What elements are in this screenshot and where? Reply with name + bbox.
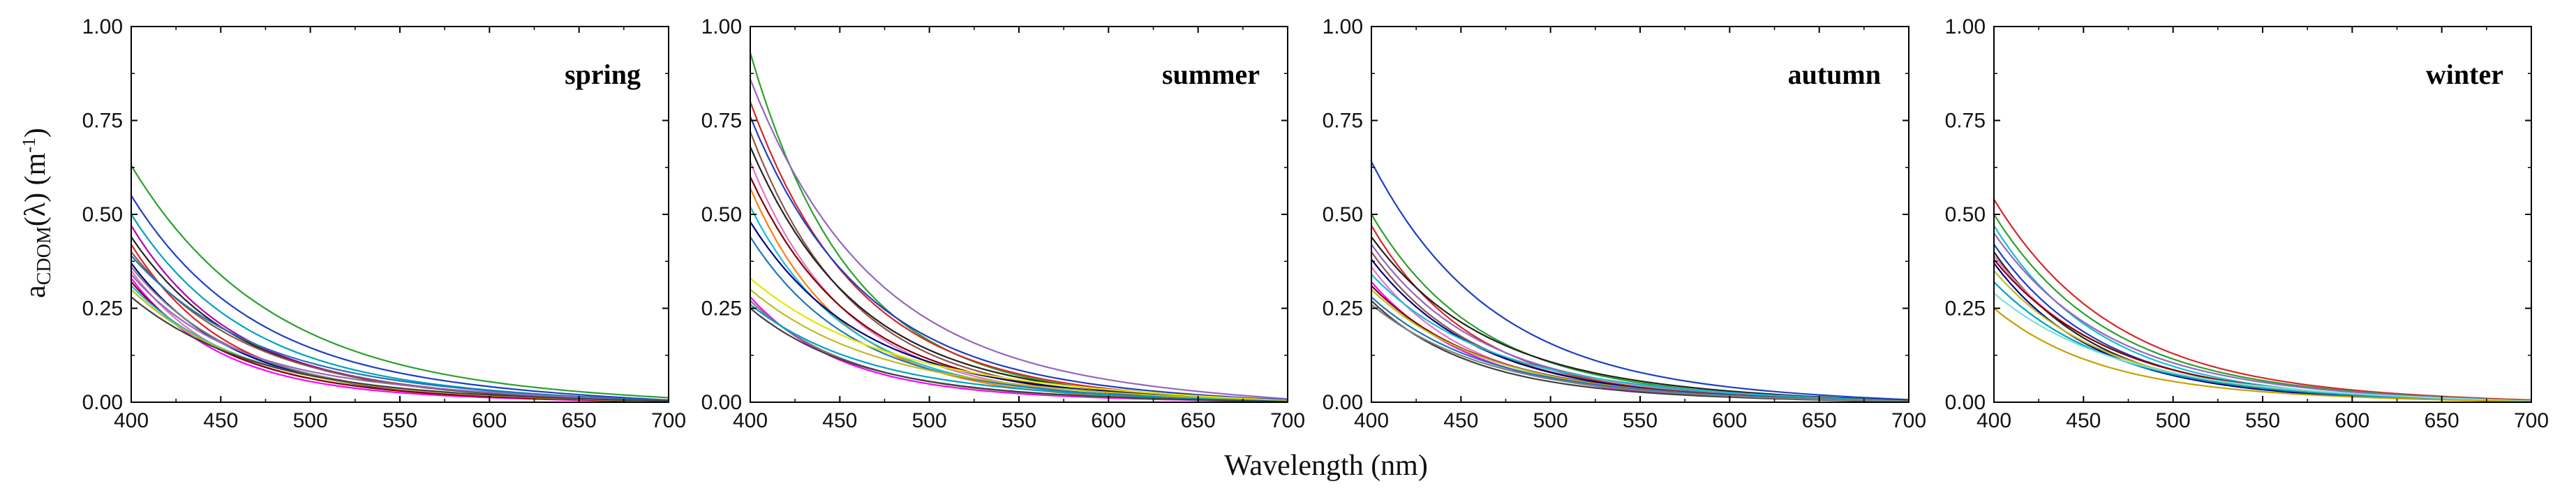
y-tick-label: 0.50 xyxy=(1945,203,1986,226)
y-tick-label: 0.75 xyxy=(1323,110,1363,133)
x-tick-label: 400 xyxy=(1976,409,2011,432)
y-tick-label: 0.25 xyxy=(82,297,123,321)
panel-winter: 0.00 0.25 0.50 0.75 1.00 400 450 500 550 600 650 70… xyxy=(1945,15,2549,432)
x-tick-label: 550 xyxy=(1623,409,1658,432)
series-line-2 xyxy=(1994,214,2531,402)
series-line-3 xyxy=(1371,225,1909,402)
y-tick-label: 0.00 xyxy=(1945,391,1986,414)
y-axis-title: aCDOM(λ) (m-1) xyxy=(19,128,55,298)
x-tick-label: 700 xyxy=(651,409,686,432)
y-tick-label: 0.75 xyxy=(1945,110,1986,133)
x-tick-label: 600 xyxy=(472,409,507,432)
y-tick-label: 1.00 xyxy=(701,15,742,38)
y-tick-label: 0.00 xyxy=(1323,391,1363,414)
y-tick-label: 0.25 xyxy=(701,297,742,321)
x-tick-label: 500 xyxy=(293,409,328,432)
x-tick-label: 700 xyxy=(1270,409,1305,432)
y-tick-label: 0.50 xyxy=(1323,203,1363,226)
series-line-7 xyxy=(750,161,1288,402)
series-line-2 xyxy=(750,78,1288,400)
y-tick-label: 0.50 xyxy=(701,203,742,226)
x-tick-label: 500 xyxy=(1533,409,1568,432)
series-group xyxy=(1371,161,1909,402)
x-tick-label: 450 xyxy=(1443,409,1478,432)
series-line-11 xyxy=(1994,281,2531,402)
panel-summer: 0.00 0.25 0.50 0.75 1.00 400 450 500 550 600 650 70… xyxy=(701,15,1305,432)
series-line-4 xyxy=(750,116,1288,401)
x-tick-label: 400 xyxy=(733,409,768,432)
y-axis-title-sup: -1 xyxy=(19,138,39,153)
series-line-5 xyxy=(750,131,1288,402)
y-tick-label: 0.00 xyxy=(82,391,123,414)
series-line-2 xyxy=(131,195,669,402)
y-tick-label: 0.25 xyxy=(1945,297,1986,321)
series-line-1 xyxy=(1994,198,2531,401)
y-axis-title-main: a xyxy=(20,285,52,298)
series-line-1 xyxy=(131,165,669,399)
x-tick-label: 500 xyxy=(912,409,947,432)
x-tick-label: 400 xyxy=(114,409,149,432)
y-tick-label: 1.00 xyxy=(82,15,123,38)
series-line-6 xyxy=(1371,251,1909,402)
season-label-winter: winter xyxy=(2426,59,2503,90)
x-tick-label: 600 xyxy=(1091,409,1126,432)
x-axis-title: Wavelength (nm) xyxy=(1224,450,1428,482)
x-tick-label: 700 xyxy=(1891,409,1926,432)
season-label-summer: summer xyxy=(1162,59,1260,90)
x-tick-label: 450 xyxy=(822,409,857,432)
y-axis-title-close: ) xyxy=(20,128,52,138)
x-tick-label: 500 xyxy=(2156,409,2191,432)
x-tick-label: 450 xyxy=(2066,409,2101,432)
x-tick-label: 650 xyxy=(2425,409,2459,432)
series-line-10 xyxy=(750,206,1288,402)
panel-autumn: 0.00 0.25 0.50 0.75 1.00 400 450 500 550 600 650 70… xyxy=(1323,15,1926,432)
series-line-6 xyxy=(750,146,1288,402)
y-axis-title-rest: (λ) (m xyxy=(20,152,52,226)
series-line-4 xyxy=(131,225,669,402)
series-line-12 xyxy=(131,274,669,402)
x-tick-label: 600 xyxy=(1712,409,1747,432)
panel-spring: 0.00 0.25 0.50 0.75 1.00 400 450 500 550 600 650 70… xyxy=(82,15,686,432)
series-group xyxy=(750,52,1288,402)
series-line-5 xyxy=(131,236,669,402)
x-tick-label: 450 xyxy=(203,409,238,432)
y-tick-label: 0.50 xyxy=(82,203,123,226)
x-tick-label: 400 xyxy=(1354,409,1389,432)
x-tick-label: 550 xyxy=(1002,409,1036,432)
season-label-spring: spring xyxy=(565,59,641,90)
series-line-3 xyxy=(1994,225,2531,402)
series-line-14 xyxy=(750,288,1288,402)
x-tick-label: 600 xyxy=(2335,409,2369,432)
x-tick-label: 550 xyxy=(2245,409,2280,432)
y-tick-label: 0.75 xyxy=(82,110,123,133)
series-line-4 xyxy=(1371,236,1909,402)
y-tick-label: 0.25 xyxy=(1323,297,1363,321)
x-tick-label: 650 xyxy=(562,409,597,432)
series-group xyxy=(131,165,669,402)
y-tick-label: 1.00 xyxy=(1945,15,1986,38)
series-line-1 xyxy=(750,52,1288,402)
y-axis-title-sub: CDOM xyxy=(33,226,55,285)
season-label-autumn: autumn xyxy=(1788,59,1881,90)
x-tick-label: 700 xyxy=(2514,409,2549,432)
y-tick-label: 0.75 xyxy=(701,110,742,133)
series-line-5 xyxy=(1371,244,1909,402)
x-tick-label: 650 xyxy=(1802,409,1837,432)
y-tick-label: 0.00 xyxy=(701,391,742,414)
x-tick-label: 550 xyxy=(382,409,417,432)
series-group xyxy=(1994,198,2531,402)
series-line-13 xyxy=(1371,296,1909,402)
x-tick-label: 650 xyxy=(1181,409,1216,432)
y-tick-label: 1.00 xyxy=(1323,15,1363,38)
series-line-7 xyxy=(1994,255,2531,402)
series-line-1 xyxy=(1371,161,1909,401)
series-line-8 xyxy=(750,176,1288,402)
